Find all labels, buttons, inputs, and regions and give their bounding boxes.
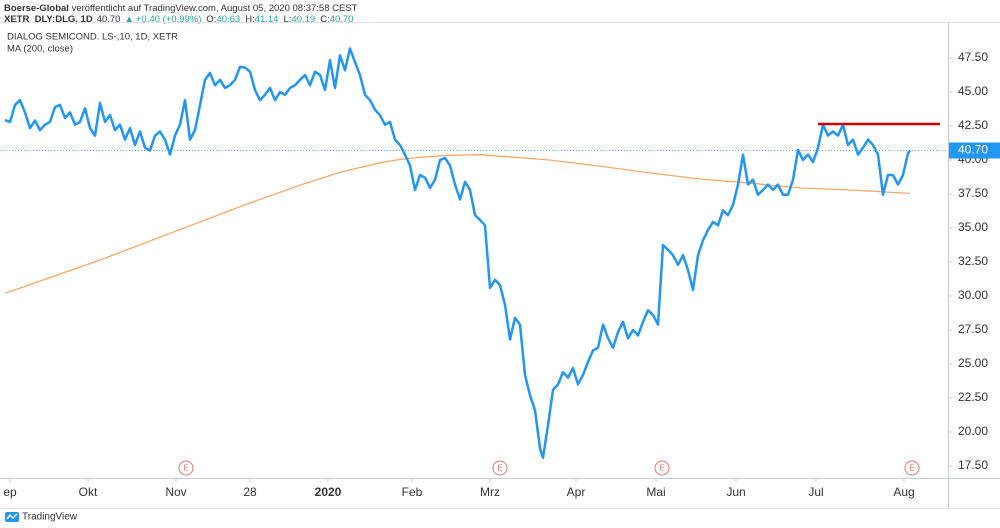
ohlc-key: H: bbox=[245, 14, 255, 25]
y-tick-label: 20.00 bbox=[958, 424, 988, 438]
y-tick-label: 47.50 bbox=[958, 50, 988, 64]
series-line bbox=[4, 47, 912, 460]
y-tick-label: 32.50 bbox=[958, 254, 988, 268]
event-marker bbox=[492, 460, 508, 476]
y-tick-label: 22.50 bbox=[958, 390, 988, 404]
y-tick-label: 45.00 bbox=[958, 84, 988, 98]
x-tick-label: Jun bbox=[726, 485, 745, 499]
x-tick-label: Aug bbox=[893, 485, 914, 499]
header-line: XETR_DLY:DLG, 1D 40.70 ▲ +0.40 (+0.99%) O:40… bbox=[4, 14, 353, 25]
x-tick-label: Mrz bbox=[480, 485, 500, 499]
last-price-box bbox=[949, 142, 1000, 159]
y-tick-label: 35.00 bbox=[958, 220, 988, 234]
ohlc-value: 40.19 bbox=[291, 14, 315, 25]
x-tick-label: Mai bbox=[646, 485, 665, 499]
footer-logo: TradingView bbox=[5, 512, 78, 523]
plot-area bbox=[0, 47, 948, 460]
x-tick-label: ep bbox=[3, 485, 17, 499]
logo-glyph bbox=[6, 513, 18, 520]
y-tick-label: 27.50 bbox=[958, 322, 988, 336]
publisher: Boerse-Global bbox=[4, 3, 69, 14]
ohlc-key: L: bbox=[283, 14, 291, 25]
event-marker bbox=[178, 460, 194, 476]
event-label: E bbox=[659, 464, 664, 473]
x-tick-label: 28 bbox=[243, 485, 257, 499]
change: +0.40 (+0.99%) bbox=[136, 14, 202, 25]
event-label: E bbox=[183, 464, 188, 473]
ohlc-key: O: bbox=[206, 14, 216, 25]
last-price-label: 40.70 bbox=[958, 143, 988, 157]
y-tick-label: 42.50 bbox=[958, 118, 988, 132]
event-marker bbox=[904, 460, 920, 476]
x-tick-label: Feb bbox=[402, 485, 423, 499]
arrow: ▲ bbox=[124, 14, 133, 25]
x-tick-label: 2020 bbox=[315, 485, 342, 499]
symbol: XETR_DLY:DLG, 1D bbox=[4, 14, 93, 25]
x-tick-label: Apr bbox=[567, 485, 586, 499]
footer-text: TradingView bbox=[22, 512, 78, 523]
ohlc-value: 40.70 bbox=[330, 14, 354, 25]
y-tick-label: 17.50 bbox=[958, 458, 988, 472]
x-tick-label: Nov bbox=[165, 485, 186, 499]
x-tick-label: Jul bbox=[808, 485, 823, 499]
ohlc-key: C: bbox=[320, 14, 330, 25]
y-tick-label: 37.50 bbox=[958, 186, 988, 200]
published: veröffentlicht auf TradingView.com, Augu… bbox=[69, 3, 358, 14]
last: 40.70 bbox=[97, 14, 121, 25]
ohlc-value: 41.14 bbox=[255, 14, 279, 25]
event-marker bbox=[654, 460, 670, 476]
series-line bbox=[4, 154, 911, 294]
legend-series: DIALOG SEMICOND. LS-,10, 1D, XETR bbox=[7, 32, 178, 43]
ohlc-value: 40.63 bbox=[216, 14, 240, 25]
header-line: Boerse-Global veröffentlicht auf Trading… bbox=[4, 3, 358, 14]
x-tick-label: Okt bbox=[79, 485, 98, 499]
y-tick-label: 25.00 bbox=[958, 356, 988, 370]
event-label: E bbox=[909, 464, 914, 473]
event-label: E bbox=[497, 464, 502, 473]
legend-ma: MA (200, close) bbox=[7, 44, 73, 55]
y-tick-label: 30.00 bbox=[958, 288, 988, 302]
